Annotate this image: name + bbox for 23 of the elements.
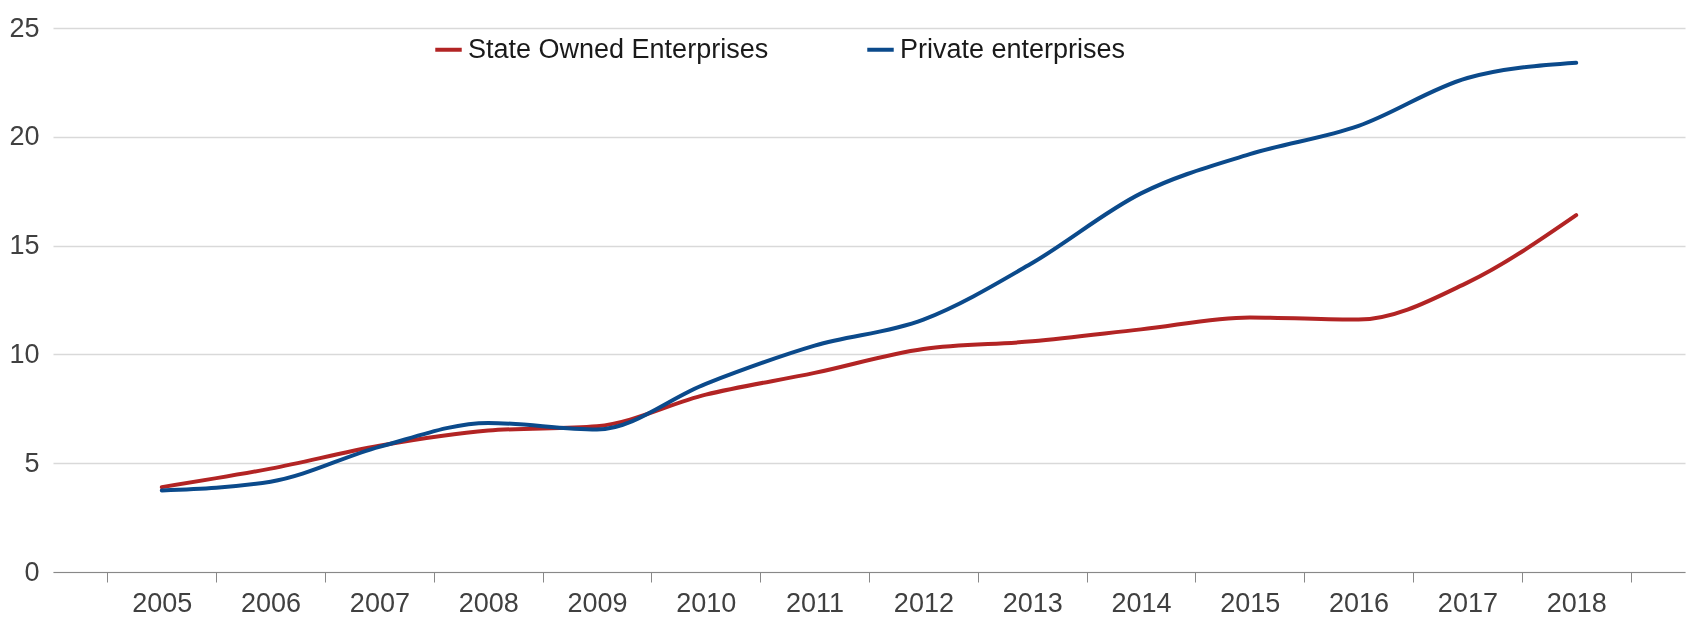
y-tick-label: 20 <box>9 121 40 152</box>
x-tick-label: 2007 <box>349 587 410 618</box>
x-tick-label: 2013 <box>1002 587 1063 618</box>
x-tick-label: 2017 <box>1437 587 1498 618</box>
x-tick-label: 2006 <box>241 587 302 618</box>
y-tick-label: 5 <box>24 447 40 478</box>
x-tick-label: 2009 <box>567 587 628 618</box>
x-tick-label: 2015 <box>1220 587 1281 618</box>
line-series <box>159 213 1579 490</box>
x-tick-label: 2016 <box>1329 587 1390 618</box>
x-tick-label: 2012 <box>893 587 954 618</box>
x-tick-label: 2010 <box>676 587 737 618</box>
x-tick-label: 2014 <box>1111 587 1172 618</box>
y-tick-label: 0 <box>24 556 40 587</box>
y-tick-label: 10 <box>9 338 40 369</box>
legend-label: State Owned Enterprises <box>468 33 769 64</box>
x-tick-label: 2005 <box>132 587 193 618</box>
x-tick-label: 2008 <box>458 587 519 618</box>
y-tick-label: 15 <box>9 230 40 261</box>
legend-label: Private enterprises <box>900 33 1126 64</box>
x-tick-label: 2018 <box>1546 587 1607 618</box>
x-tick-label: 2011 <box>786 587 845 618</box>
y-tick-label: 25 <box>9 12 40 43</box>
